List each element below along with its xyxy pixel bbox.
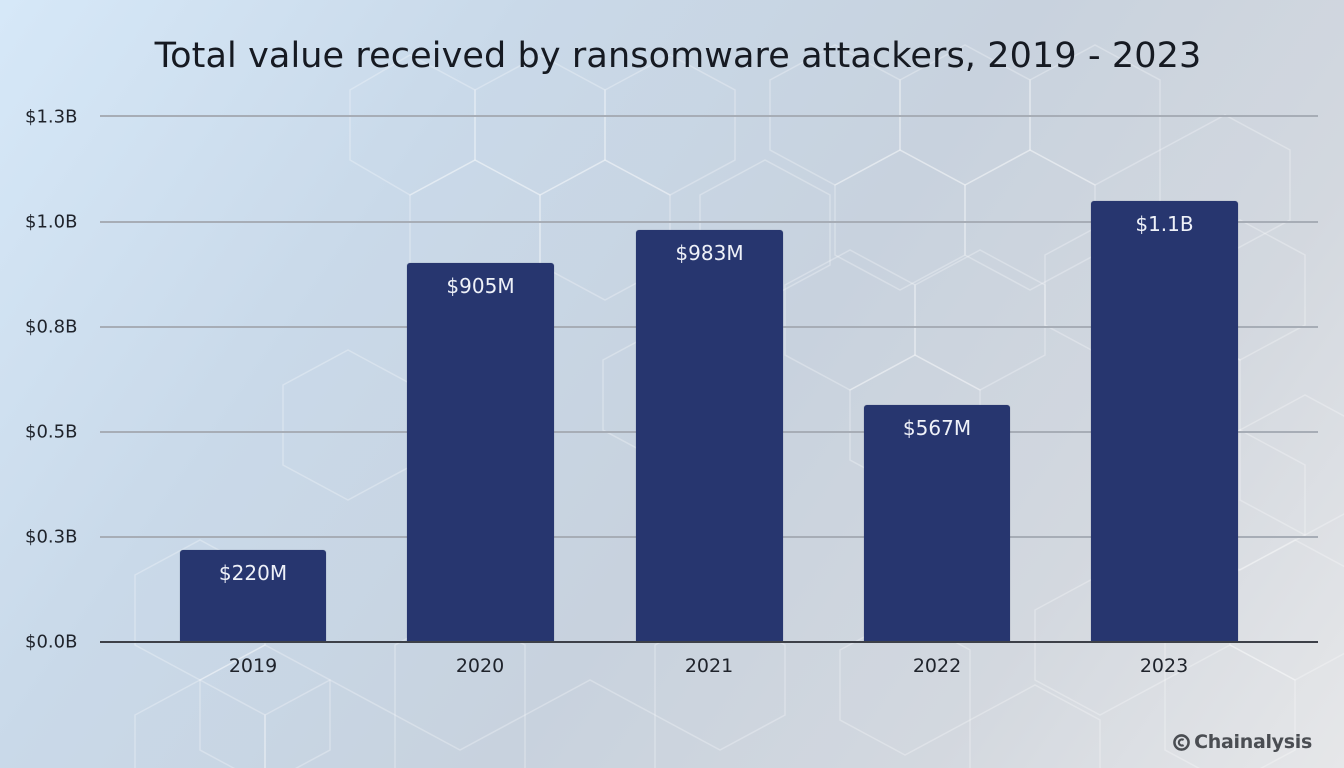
bar-value-label: $1.1B bbox=[1135, 212, 1194, 236]
gridline-1-0b bbox=[100, 221, 1318, 223]
y-tick-label: $0.5B bbox=[25, 421, 78, 443]
bar-value-label: $567M bbox=[902, 416, 972, 440]
gridline-1-3b bbox=[100, 115, 1318, 117]
x-tick-label: 2021 bbox=[684, 655, 734, 677]
bar-2019[interactable]: $220M bbox=[180, 550, 326, 642]
bar-2022[interactable]: $567M bbox=[864, 405, 1010, 642]
bar-2021[interactable]: $983M bbox=[636, 230, 783, 642]
chart-title: Total value received by ransomware attac… bbox=[154, 36, 1202, 76]
y-tick-label: $1.3B bbox=[25, 106, 78, 128]
x-tick-label: 2023 bbox=[1139, 655, 1189, 677]
bar-value-label: $905M bbox=[446, 274, 515, 298]
y-tick-label: $0.0B bbox=[25, 631, 78, 653]
x-tick-label: 2022 bbox=[912, 655, 962, 677]
bar-value-label: $220M bbox=[218, 561, 288, 585]
bar-2020[interactable]: $905M bbox=[407, 263, 554, 642]
source-watermark: Chainalysis bbox=[1173, 731, 1312, 753]
y-tick-label: $0.3B bbox=[25, 526, 78, 548]
x-tick-label: 2019 bbox=[228, 655, 278, 677]
y-tick-label: $0.8B bbox=[25, 316, 78, 338]
source-label: Chainalysis bbox=[1194, 731, 1312, 753]
x-tick-label: 2020 bbox=[455, 655, 505, 677]
x-axis-baseline bbox=[100, 641, 1318, 643]
bar-2023[interactable]: $1.1B bbox=[1091, 201, 1238, 642]
y-tick-label: $1.0B bbox=[25, 211, 78, 233]
bar-value-label: $983M bbox=[675, 241, 744, 265]
chainalysis-logo-icon bbox=[1173, 733, 1190, 751]
